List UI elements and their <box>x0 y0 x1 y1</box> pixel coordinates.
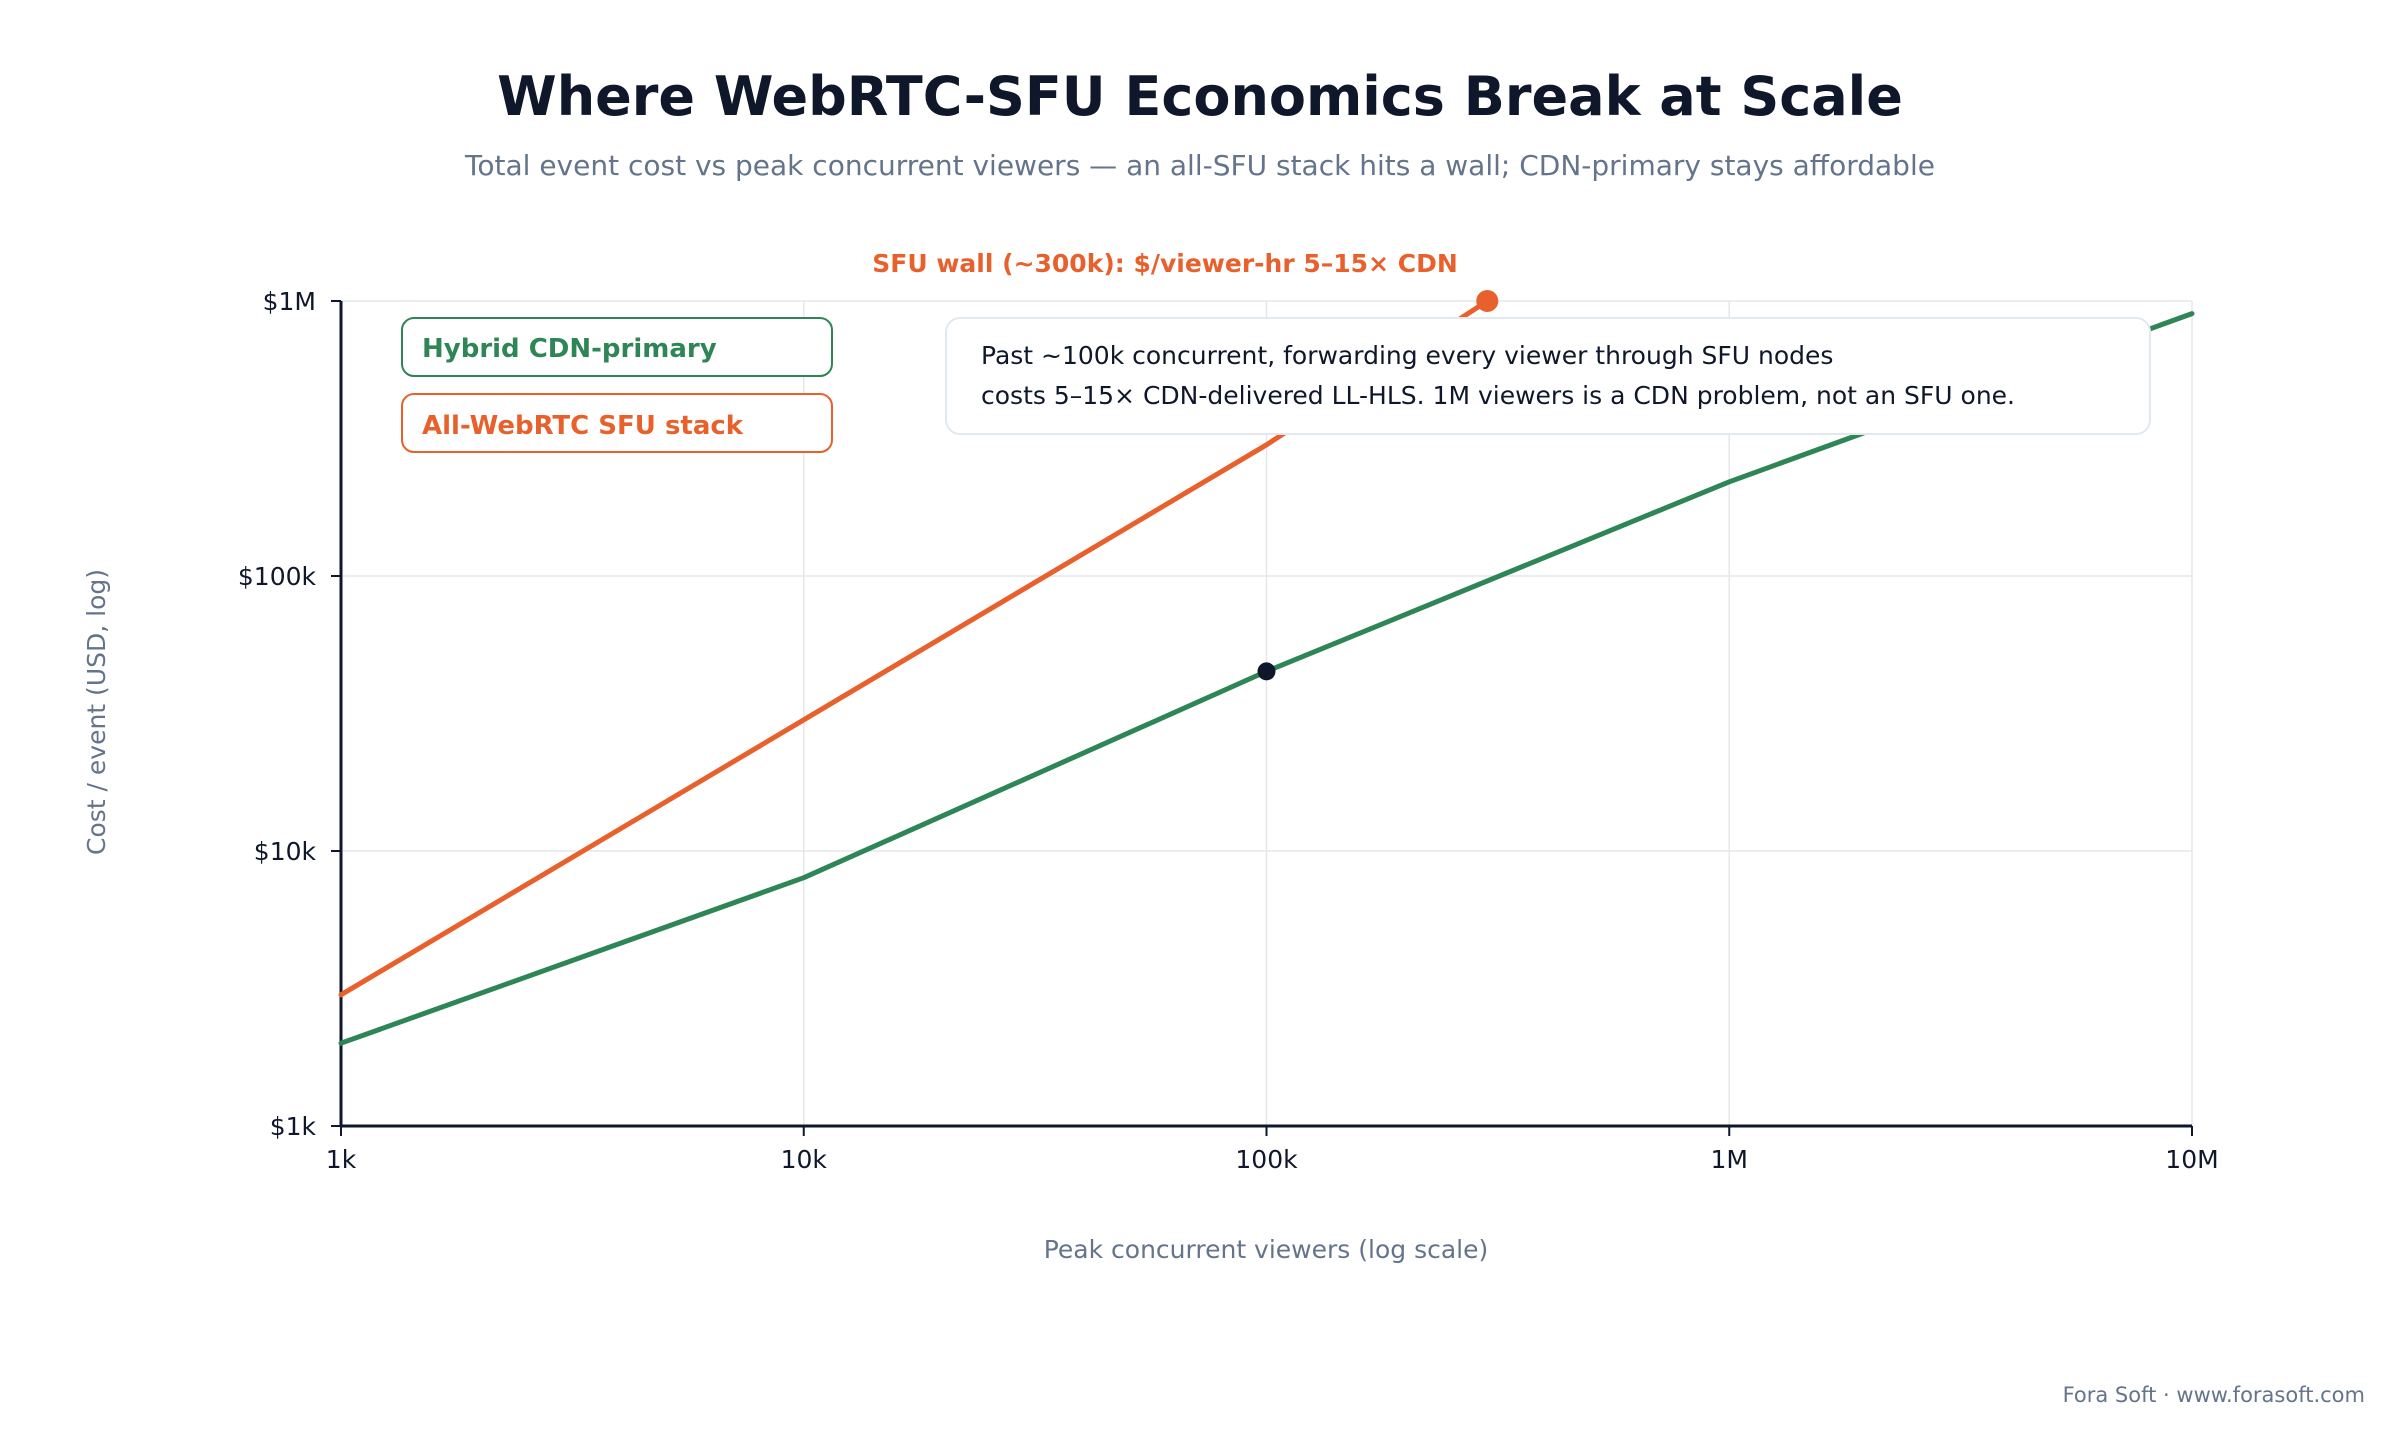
marker-hybrid-100k <box>1257 662 1276 681</box>
y-axis-ticks: $1k $10k $100k $1M <box>238 287 341 1141</box>
y-tick-label: $10k <box>254 837 317 866</box>
annotation-note-line-2: costs 5–15× CDN-delivered LL-HLS. 1M vie… <box>981 381 2015 410</box>
y-tick-label: $1M <box>263 287 316 316</box>
annotation-note-line-1: Past ~100k concurrent, forwarding every … <box>981 341 1833 370</box>
marker-layer <box>1257 290 1499 681</box>
footer-credit: Fora Soft · www.forasoft.com <box>2063 1383 2365 1407</box>
legend-label-hybrid-cdn: Hybrid CDN-primary <box>422 334 717 364</box>
x-tick-label: 1M <box>1711 1145 1748 1174</box>
annotation-note-box <box>945 317 2151 435</box>
legend-label-sfu-stack: All-WebRTC SFU stack <box>422 411 744 441</box>
y-tick-label: $1k <box>270 1112 317 1141</box>
x-tick-label: 10M <box>2165 1145 2218 1174</box>
chart-subtitle: Total event cost vs peak concurrent view… <box>464 149 1935 182</box>
x-axis-ticks: 1k 10k 100k 1M 10M <box>326 1126 2219 1174</box>
x-tick-label: 1k <box>326 1145 357 1174</box>
y-tick-label: $100k <box>238 562 317 591</box>
legend-item-sfu-stack: All-WebRTC SFU stack <box>401 393 833 453</box>
chart-title: Where WebRTC-SFU Economics Break at Scal… <box>497 65 1903 128</box>
annotation-note: Past ~100k concurrent, forwarding every … <box>945 317 2151 435</box>
legend: Hybrid CDN-primary All-WebRTC SFU stack <box>401 317 833 453</box>
legend-item-hybrid-cdn: Hybrid CDN-primary <box>401 317 833 377</box>
x-axis-label: Peak concurrent viewers (log scale) <box>1044 1235 1489 1264</box>
marker-sfu-wall <box>1476 290 1499 312</box>
sfu-wall-label: SFU wall (~300k): $/viewer-hr 5–15× CDN <box>872 249 1458 278</box>
x-tick-label: 100k <box>1235 1145 1298 1174</box>
legend-box-sfu-stack <box>401 393 833 453</box>
x-tick-label: 10k <box>781 1145 828 1174</box>
legend-box-hybrid-cdn <box>401 317 833 377</box>
y-axis-label: Cost / event (USD, log) <box>82 569 111 855</box>
